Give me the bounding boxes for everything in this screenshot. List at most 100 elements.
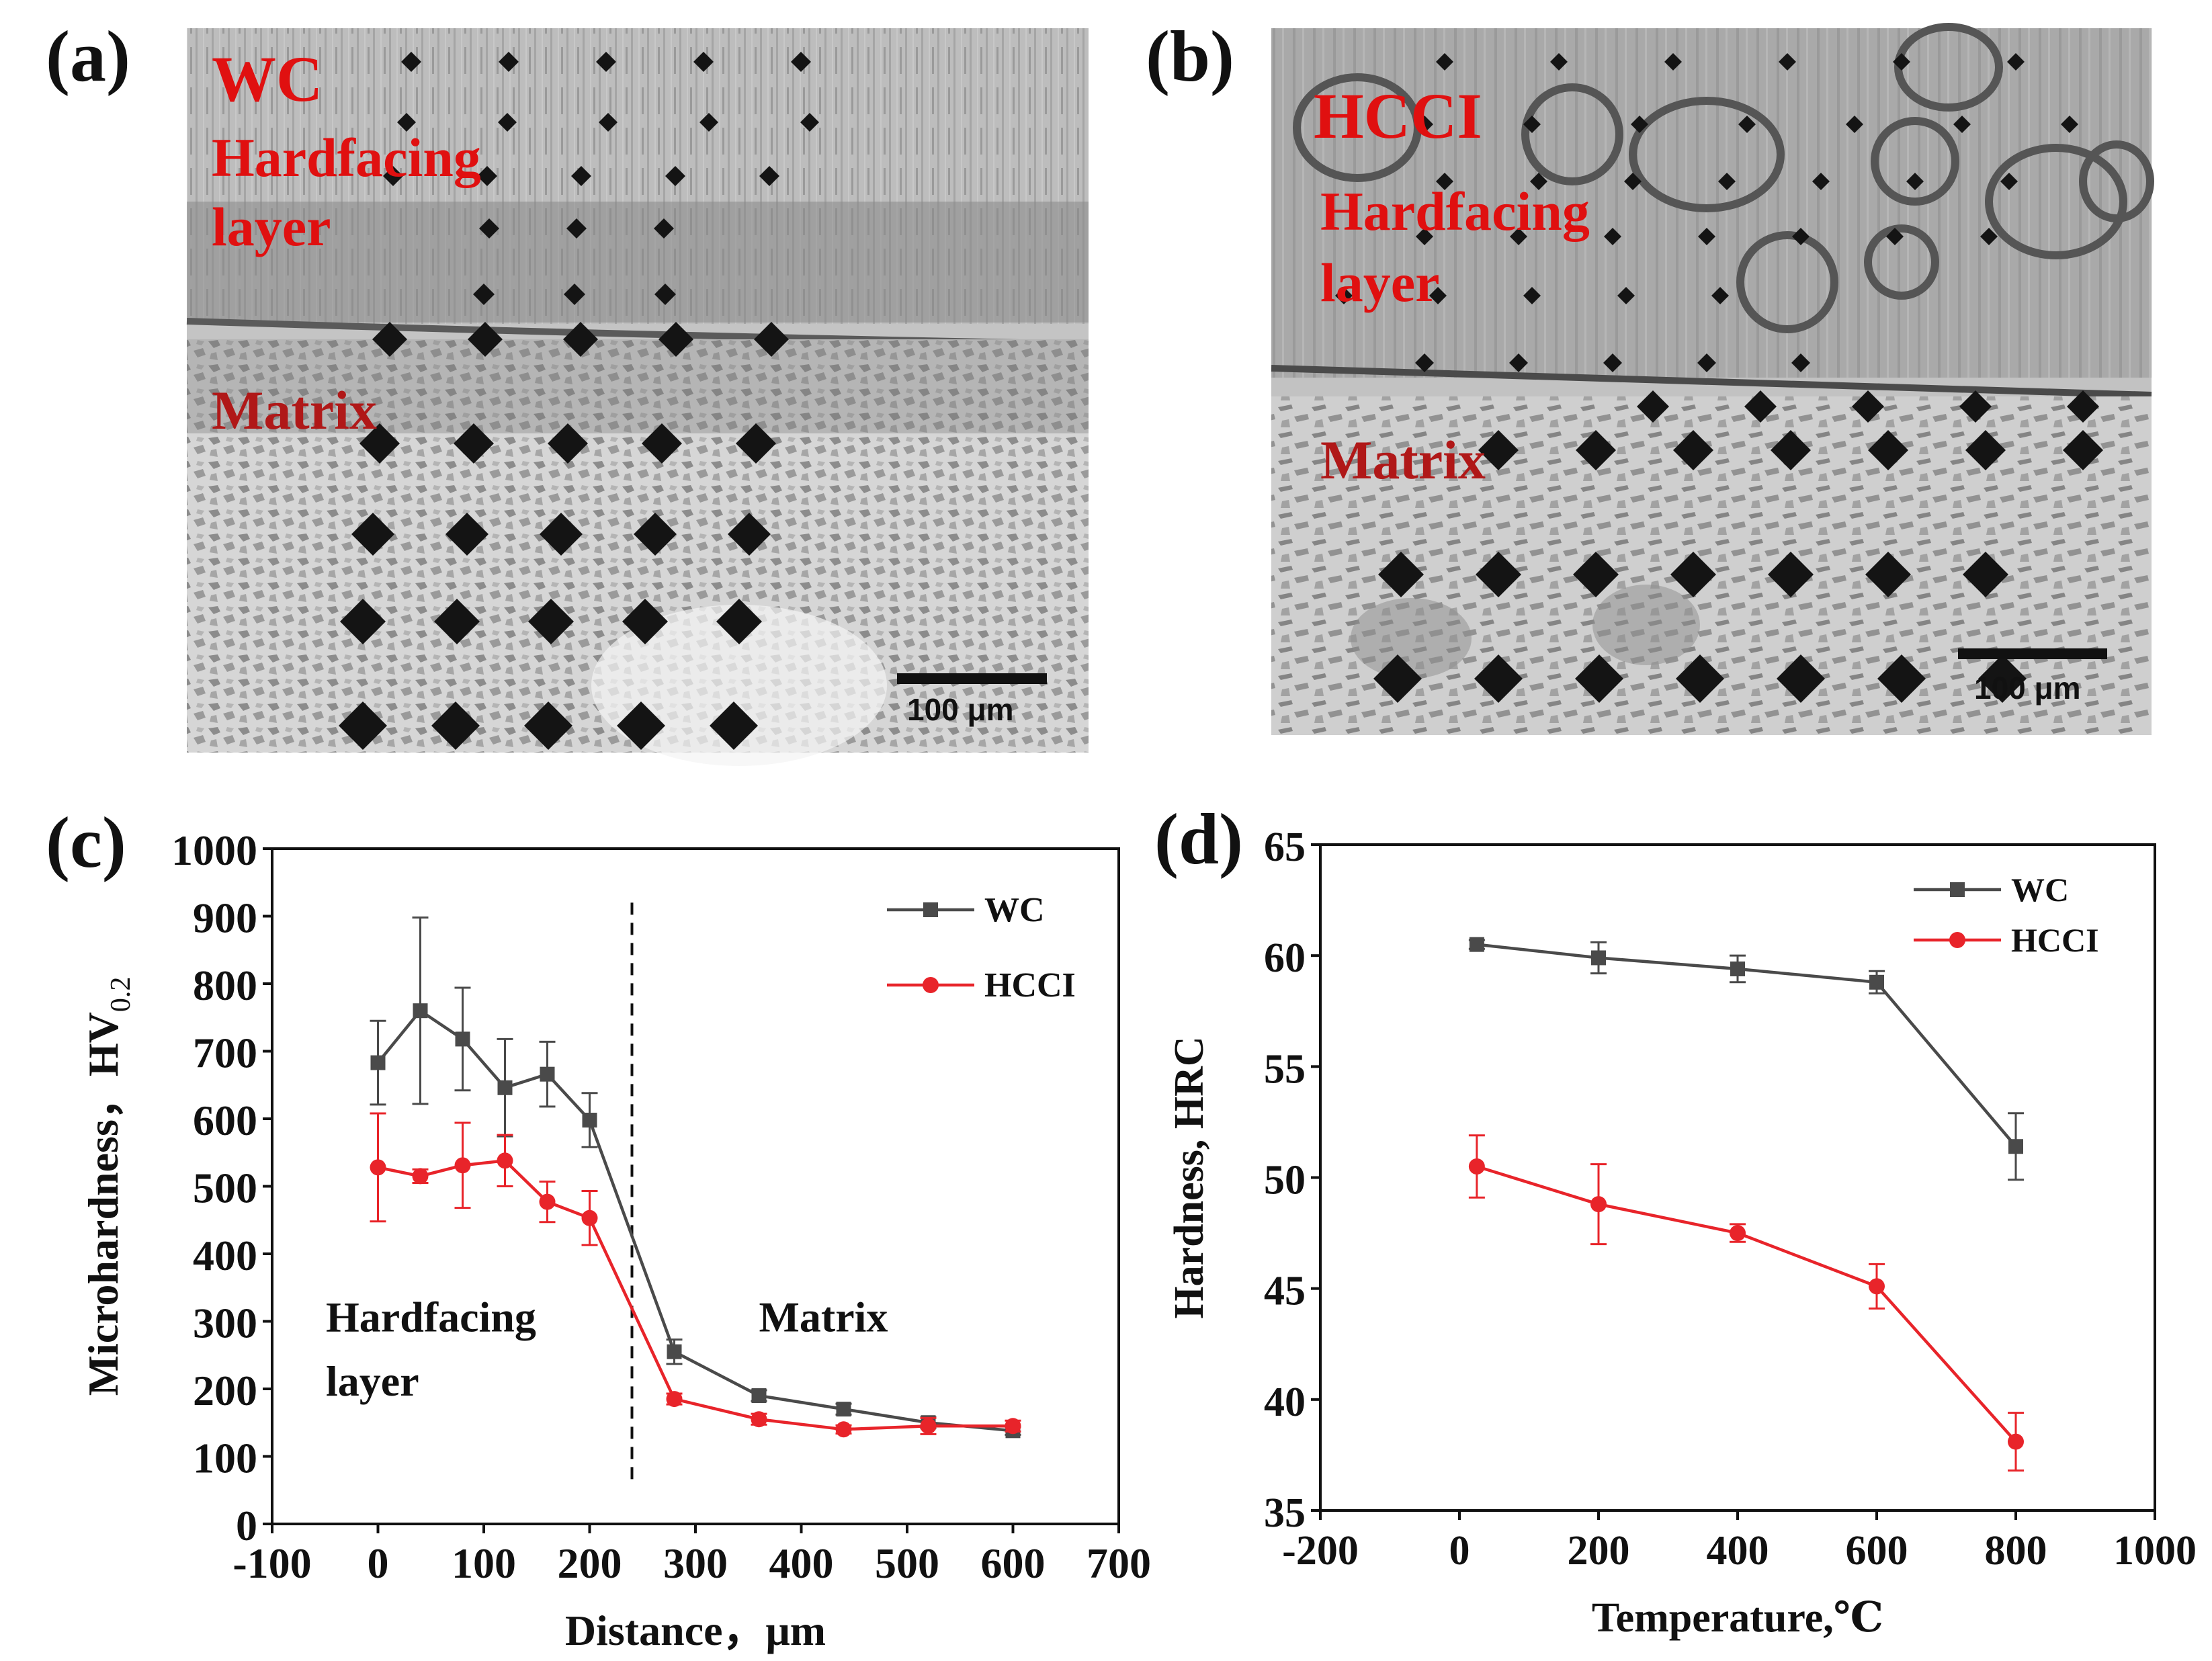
indent-mark [1893, 53, 1910, 71]
x-tick-label: 400 [1707, 1528, 1769, 1574]
indent-mark [1718, 173, 1736, 190]
data-point-hcci [1590, 1196, 1607, 1213]
data-point-wc [540, 1066, 555, 1082]
indent-mark [642, 423, 682, 464]
indent-mark [1673, 430, 1713, 470]
label-a-top3: layer [212, 196, 331, 257]
data-point-hcci [1005, 1418, 1021, 1435]
micrograph-b [1271, 23, 2154, 735]
y-axis-label: Microhardness，HV0.2 [79, 977, 136, 1396]
y-tick-label: 500 [193, 1164, 257, 1212]
label-b-top3: layer [1320, 252, 1440, 313]
label-a-bottom: Matrix [212, 380, 377, 441]
indent-mark [710, 701, 758, 750]
hardness-temperature-chart: -200 0 200 400 600 800 1000 35 40 45 50 55 60 65 Tempe… [1166, 824, 2197, 1641]
indent-mark [340, 599, 386, 644]
y-tick-label: 200 [193, 1367, 257, 1414]
indent-mark [548, 423, 588, 464]
data-point-hcci [581, 1209, 598, 1226]
indent-mark [1436, 173, 1453, 190]
y-tick-label: 60 [1264, 935, 1306, 981]
indent-mark [454, 423, 494, 464]
indent-mark [1624, 173, 1642, 190]
indent-mark [351, 513, 394, 556]
x-tick-label: 500 [875, 1539, 939, 1587]
indent-mark [728, 513, 771, 556]
legend-marker [1949, 932, 1965, 948]
data-point-wc [497, 1080, 513, 1095]
indent-mark [658, 322, 693, 357]
indent-mark [1429, 287, 1447, 304]
indent-mark [1415, 353, 1434, 372]
data-point-wc [667, 1344, 682, 1359]
indent-mark [339, 701, 387, 750]
data-point-hcci [497, 1152, 513, 1169]
indent-mark [1877, 654, 1926, 703]
x-tick-label: -100 [232, 1539, 311, 1587]
legend-label-hcci: HCCI [2011, 921, 2099, 959]
micrograph-a [186, 28, 1089, 766]
data-point-hcci [1869, 1278, 1885, 1295]
y-tick-label: 400 [193, 1232, 257, 1279]
indent-mark [1779, 53, 1796, 71]
data-point-wc [1869, 974, 1884, 990]
data-point-hcci [1468, 1158, 1485, 1175]
legend-marker [923, 902, 938, 917]
indent-mark [2061, 116, 2078, 133]
indent-mark [1523, 287, 1541, 304]
legend-label-wc: WC [984, 891, 1045, 929]
y-axis-label: Hardness, HRC [1166, 1036, 1212, 1318]
indent-mark [564, 284, 585, 305]
indent-mark [1744, 390, 1777, 423]
indent-mark [754, 322, 789, 357]
indent-mark [1510, 228, 1527, 245]
series-line-wc [376, 1009, 1013, 1433]
indent-mark [1846, 116, 1863, 133]
x-tick-label: 600 [1846, 1528, 1908, 1574]
label-b-bottom: Matrix [1320, 429, 1486, 491]
data-point-wc [2008, 1139, 2023, 1154]
y-axis-label-subscript: 0.2 [105, 977, 136, 1013]
indent-mark [1738, 116, 1756, 133]
indent-mark [383, 166, 403, 186]
x-tick-label: 200 [1568, 1528, 1630, 1574]
scale-bar-b-label: 100 μm [1974, 671, 2081, 706]
annotation-layer: layer [326, 1357, 419, 1405]
hardness-indents-b [1335, 53, 2103, 703]
data-point-hcci [666, 1391, 683, 1408]
indent-mark [1664, 53, 1682, 71]
data-point-wc [1591, 950, 1606, 966]
indent-mark [1868, 430, 1908, 470]
annotation-matrix: Matrix [759, 1293, 888, 1341]
indent-mark [1416, 116, 1433, 133]
panel-d: (d) -200 0 200 400 600 800 1000 35 40 45 50 55 60 65 T… [1154, 800, 2197, 1641]
indent-mark [479, 218, 499, 239]
indent-mark [1963, 552, 2008, 597]
panel-letter-a: (a) [46, 17, 130, 97]
indent-mark [397, 113, 416, 132]
indent-mark [1530, 173, 1547, 190]
indent-mark [401, 52, 421, 72]
data-point-wc [455, 1031, 470, 1047]
y-tick-label: 600 [193, 1097, 257, 1144]
indent-mark [736, 423, 776, 464]
indent-mark [1631, 116, 1648, 133]
indent-mark [1416, 228, 1433, 245]
indent-mark [1906, 173, 1924, 190]
indent-mark [563, 322, 598, 357]
indent-mark [1617, 287, 1635, 304]
label-b-top1: HCCI [1314, 80, 1482, 152]
indent-mark [800, 113, 819, 132]
x-tick-label: 800 [1985, 1528, 2047, 1574]
x-tick-label: 600 [981, 1539, 1046, 1587]
x-tick-label: 1000 [2113, 1528, 2197, 1574]
indent-mark [716, 599, 762, 644]
panel-c: (c) -100 0 100 200 300 400 500 600 7000100200300… [46, 803, 1151, 1654]
x-tick-label: 400 [769, 1539, 834, 1587]
indent-mark [2063, 430, 2103, 470]
indent-mark [540, 513, 583, 556]
indent-mark [1474, 654, 1523, 703]
x-axis-label: Temperature,℃ [1592, 1595, 1883, 1641]
indent-mark [654, 218, 674, 239]
